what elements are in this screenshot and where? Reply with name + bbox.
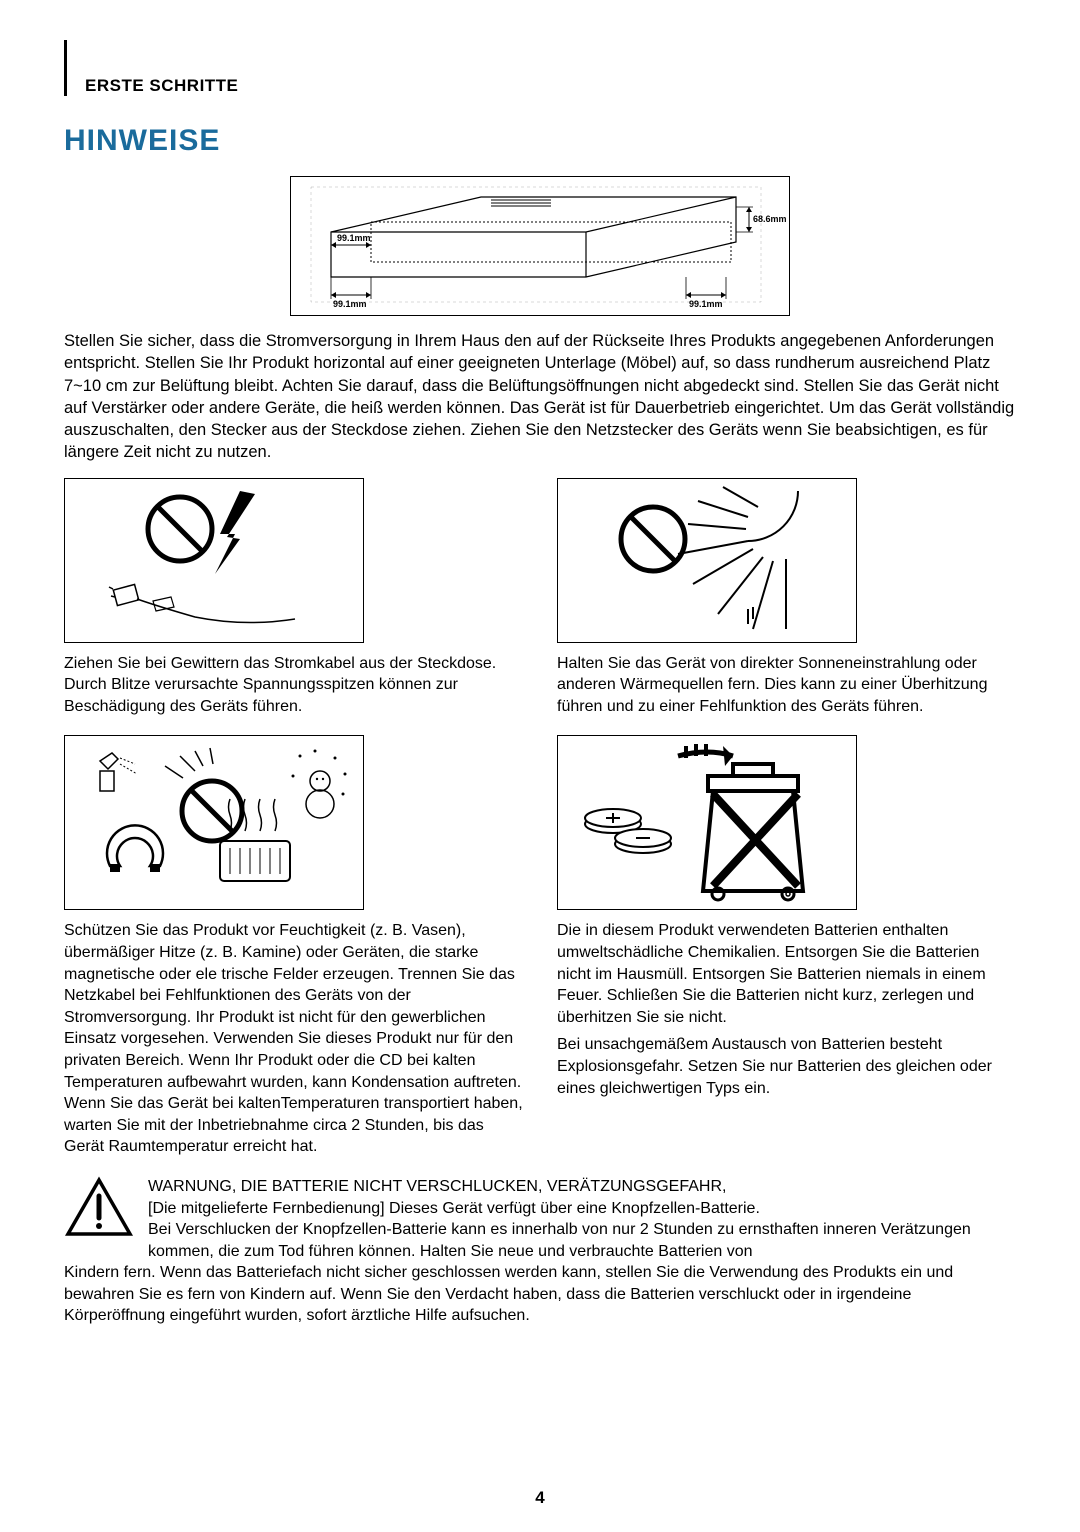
warning-block: WARNUNG, DIE BATTERIE NICHT VERSCHLUCKEN… [64,1176,1016,1262]
warning-line-3: Bei Verschlucken der Knopfzellen-Batteri… [148,1219,1016,1262]
battery-para-1: Die in diesem Produkt verwendeten Batter… [557,920,1016,1028]
caution-text: Die in diesem Produkt verwendeten Batter… [557,920,1016,1099]
caution-sun: Halten Sie das Gerät von direkter Sonnen… [557,478,1016,718]
warning-line-2: [Die mitgelieferte Fernbedienung] Dieses… [148,1198,1016,1220]
caution-moisture: Schützen Sie das Produkt vor Feuchtigkei… [64,735,523,1158]
section-marker: ERSTE SCHRITTE [64,40,1016,96]
sun-illustration [557,478,857,643]
section-label: ERSTE SCHRITTE [85,76,238,96]
caution-text: Ziehen Sie bei Gewittern das Stromkabel … [64,653,523,718]
dim-label: 68.6mm [753,214,787,224]
caution-text: Halten Sie das Gerät von direkter Sonnen… [557,653,1016,718]
warning-continuation: Kindern fern. Wenn das Batteriefach nich… [64,1262,1016,1327]
page-heading: HINWEISE [64,124,1016,158]
battery-para-2: Bei unsachgemäßem Austausch von Batterie… [557,1034,1016,1099]
moisture-illustration [64,735,364,910]
caution-lightning: Ziehen Sie bei Gewittern das Stromkabel … [64,478,523,718]
warning-triangle-icon [64,1176,134,1238]
dim-label: 99.1mm [689,299,723,309]
caution-battery: Die in diesem Produkt verwendeten Batter… [557,735,1016,1158]
warning-text: WARNUNG, DIE BATTERIE NICHT VERSCHLUCKEN… [148,1176,1016,1262]
dim-label: 99.1mm [337,233,371,243]
battery-illustration [557,735,857,910]
lightning-illustration [64,478,364,643]
intro-paragraph: Stellen Sie sicher, dass die Stromversor… [64,330,1016,464]
caution-row-2: Schützen Sie das Produkt vor Feuchtigkei… [64,735,1016,1158]
caution-text: Schützen Sie das Produkt vor Feuchtigkei… [64,920,523,1158]
ventilation-diagram: 99.1mm 99.1mm 99.1mm 68.6mm [290,176,790,316]
caution-row-1: Ziehen Sie bei Gewittern das Stromkabel … [64,478,1016,718]
dim-label: 99.1mm [333,299,367,309]
warning-line-1: WARNUNG, DIE BATTERIE NICHT VERSCHLUCKEN… [148,1176,1016,1198]
page-number: 4 [535,1488,544,1508]
